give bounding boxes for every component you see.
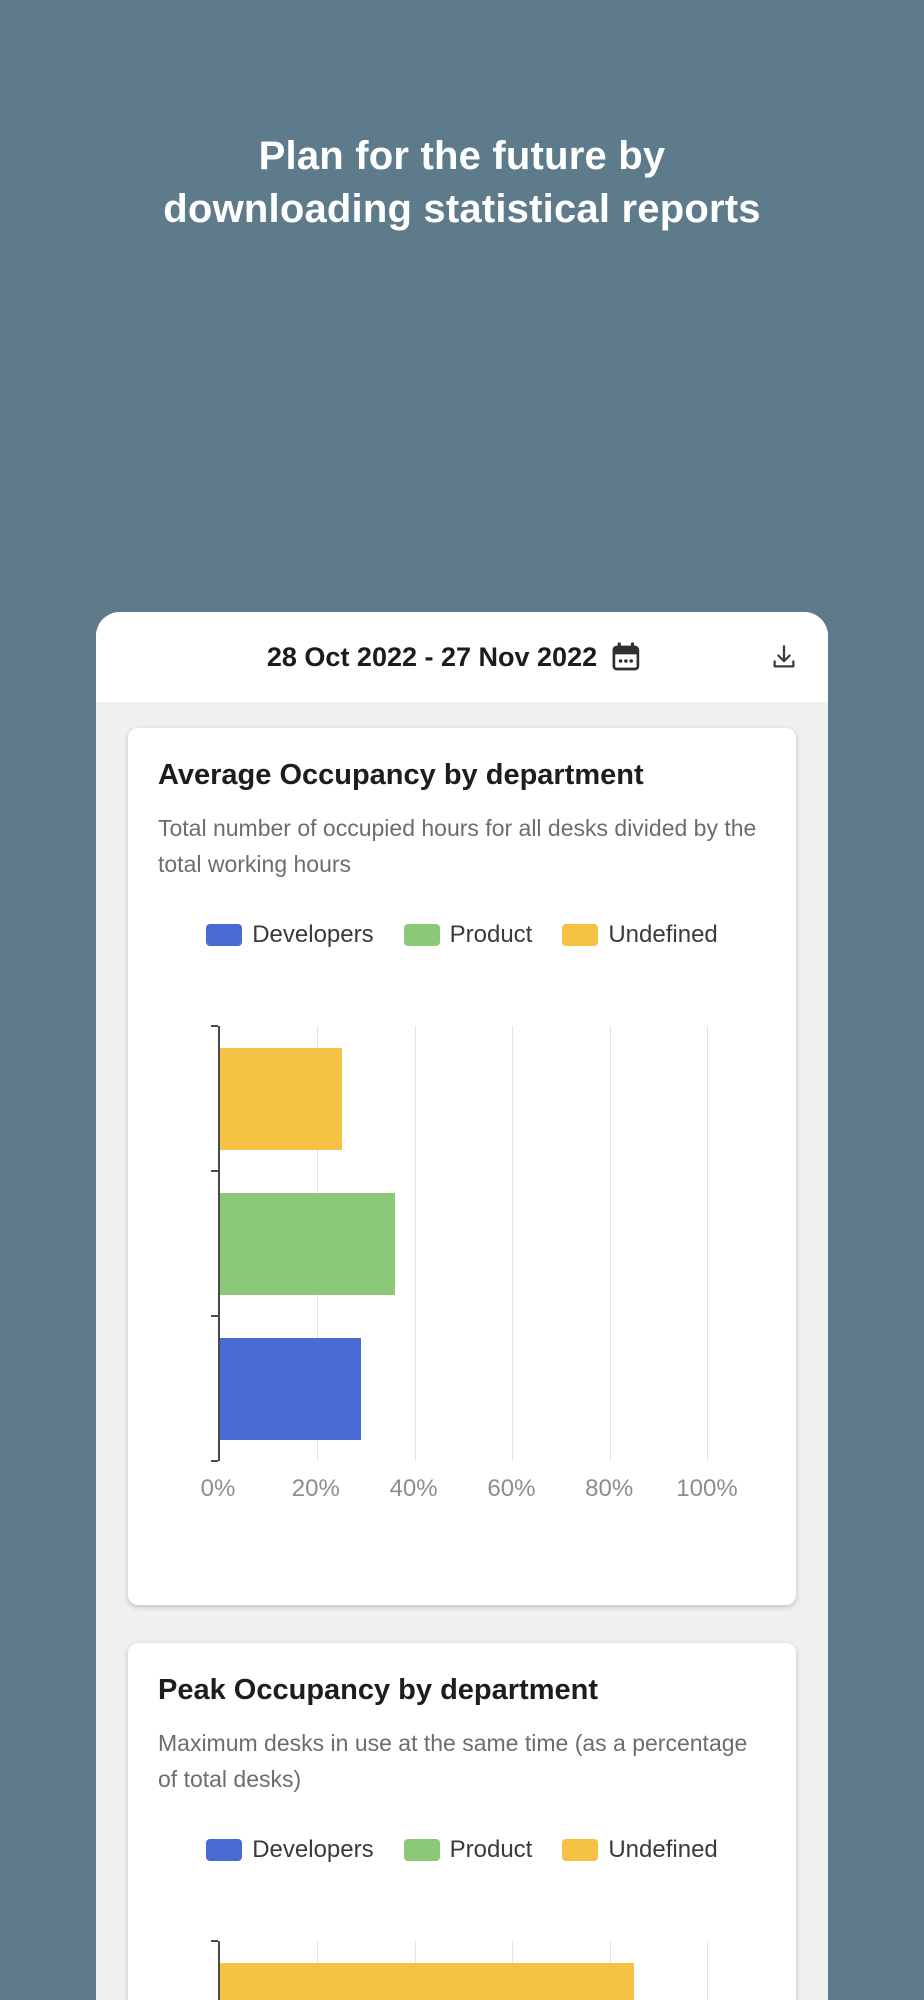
report-scroll-area[interactable]: Average Occupancy by department Total nu… — [96, 702, 828, 2000]
legend-item-product[interactable]: Product — [403, 921, 533, 949]
x-axis-label: 100% — [676, 1475, 738, 1502]
download-icon — [773, 645, 795, 668]
download-button[interactable] — [762, 635, 806, 679]
x-axis-label: 60% — [487, 1475, 536, 1502]
legend-label: Developers — [252, 921, 374, 948]
gridline — [414, 1026, 416, 1461]
plot-area — [211, 1940, 708, 2000]
chart-title: Peak Occupancy by department — [158, 1674, 598, 1706]
bar-row — [220, 1026, 707, 1171]
legend-swatch — [206, 924, 243, 946]
bar-undefined[interactable] — [220, 1047, 342, 1150]
bar-undefined[interactable] — [220, 1962, 634, 2000]
axis-tick — [211, 1940, 218, 1942]
gridline — [707, 1941, 708, 2000]
legend-label: Developers — [252, 1836, 374, 1863]
axis-tick — [211, 1315, 218, 1317]
calendar-icon — [612, 642, 640, 671]
gridline — [609, 1026, 611, 1461]
chart-legend: Developers Product Undefined — [158, 1836, 766, 1864]
legend-label: Undefined — [608, 921, 718, 948]
chart-legend: Developers Product Undefined — [158, 921, 766, 949]
bar-row — [220, 1316, 707, 1461]
legend-label: Product — [449, 921, 533, 948]
chart-card-peak-occupancy: Peak Occupancy by department Maximum des… — [128, 1643, 796, 2000]
legend-item-developers[interactable]: Developers — [206, 1836, 374, 1864]
bar-row — [220, 1171, 707, 1316]
gridline — [707, 1026, 708, 1461]
axis-tick — [211, 1025, 218, 1027]
legend-swatch — [206, 1839, 243, 1861]
page-title: Plan for the future by downloading stati… — [0, 130, 924, 236]
bar-chart: 0% 20% 40% 60% 80% 100% — [201, 1025, 738, 1505]
report-toolbar: 28 Oct 2022 - 27 Nov 2022 — [96, 612, 828, 702]
legend-label: Undefined — [608, 1836, 718, 1863]
x-axis-label: 20% — [291, 1475, 340, 1502]
legend-item-undefined[interactable]: Undefined — [562, 921, 718, 949]
x-axis-label: 80% — [585, 1475, 634, 1502]
legend-swatch — [403, 1839, 440, 1861]
axis-tick — [211, 1170, 218, 1172]
chart-card-average-occupancy: Average Occupancy by department Total nu… — [128, 728, 796, 1605]
page-title-line1: Plan for the future by — [258, 134, 666, 178]
chart-subtitle: Maximum desks in use at the same time (a… — [158, 1730, 748, 1792]
date-range-button[interactable]: 28 Oct 2022 - 27 Nov 2022 — [267, 641, 642, 673]
chart-title: Average Occupancy by department — [158, 759, 644, 791]
bar-chart: 0%20%40%60%80%100% — [211, 1940, 708, 2000]
legend-swatch — [562, 1839, 599, 1861]
legend-label: Product — [449, 1836, 533, 1863]
page-title-line2: downloading statistical reports — [163, 187, 761, 231]
plot-area — [211, 1025, 708, 1462]
gridline — [512, 1026, 514, 1461]
bar-product[interactable] — [220, 1192, 396, 1295]
chart-subtitle: Total number of occupied hours for all d… — [158, 815, 757, 877]
x-axis-labels: 0% 20% 40% 60% 80% 100% — [201, 1471, 738, 1505]
report-sheet: 28 Oct 2022 - 27 Nov 2022 Average Occupa… — [96, 612, 828, 2000]
legend-swatch — [562, 924, 599, 946]
date-range-label: 28 Oct 2022 - 27 Nov 2022 — [266, 641, 598, 672]
legend-item-undefined[interactable]: Undefined — [562, 1836, 718, 1864]
bar-developers[interactable] — [220, 1337, 362, 1440]
x-axis-label: 0% — [200, 1475, 236, 1502]
x-axis-label: 40% — [389, 1475, 438, 1502]
axis-tick — [211, 1460, 218, 1462]
legend-swatch — [403, 924, 440, 946]
legend-item-product[interactable]: Product — [403, 1836, 533, 1864]
legend-item-developers[interactable]: Developers — [206, 921, 374, 949]
bar-row — [220, 1941, 707, 2000]
